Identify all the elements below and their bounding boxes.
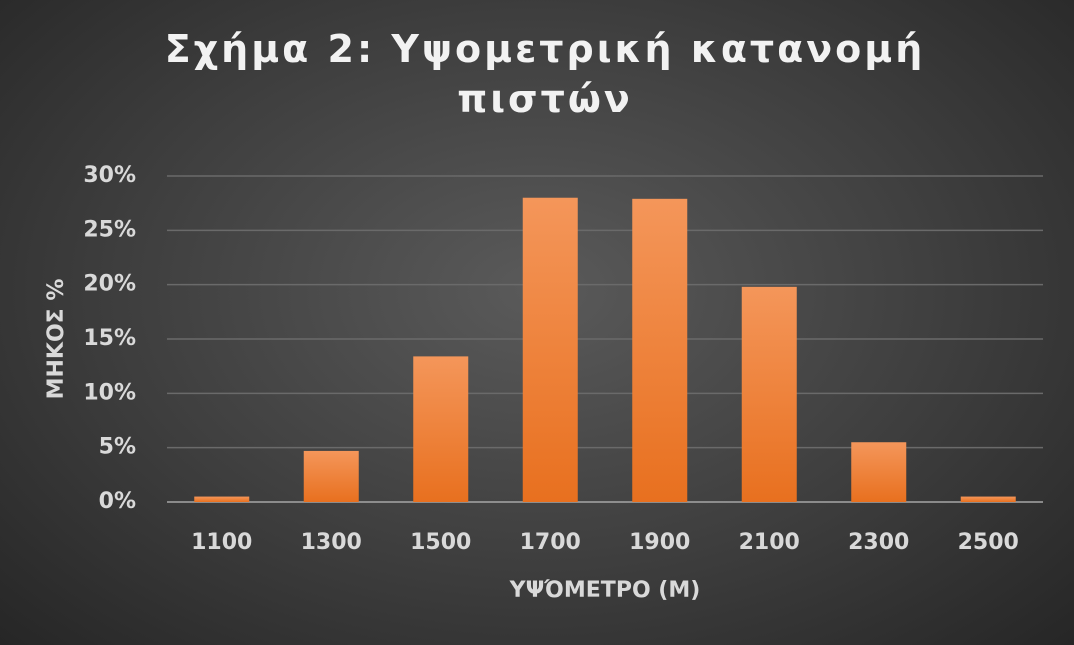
bar [960, 496, 1016, 502]
y-tick-label: 30% [83, 163, 136, 188]
bar [413, 356, 469, 502]
y-tick-label: 15% [83, 326, 136, 351]
y-tick-label: 25% [83, 217, 136, 242]
y-tick-label: 5% [99, 435, 136, 460]
x-tick-label: 2100 [739, 530, 800, 555]
y-tick-label: 10% [83, 380, 136, 405]
bar [851, 442, 907, 502]
y-tick-label: 0% [99, 489, 136, 514]
bar [741, 286, 797, 502]
bar [303, 450, 359, 502]
chart-title: Σχήμα 2: Υψομετρική κατανομή πιστών [164, 27, 926, 121]
x-axis-title: ΥΨΌΜΕΤΡΟ (Μ) [509, 578, 701, 603]
x-tick-label: 1900 [629, 530, 690, 555]
x-tick-label: 1100 [191, 530, 252, 555]
x-tick-label: 1300 [301, 530, 362, 555]
y-tick-label: 20% [83, 272, 136, 297]
x-tick-label: 2500 [958, 530, 1019, 555]
bar [194, 496, 250, 502]
y-axis-title: ΜΗΚΟΣ % [44, 279, 69, 400]
bar [522, 197, 578, 502]
bar [632, 198, 688, 502]
x-tick-label: 2300 [848, 530, 909, 555]
x-tick-label: 1500 [410, 530, 471, 555]
x-tick-label: 1700 [520, 530, 581, 555]
